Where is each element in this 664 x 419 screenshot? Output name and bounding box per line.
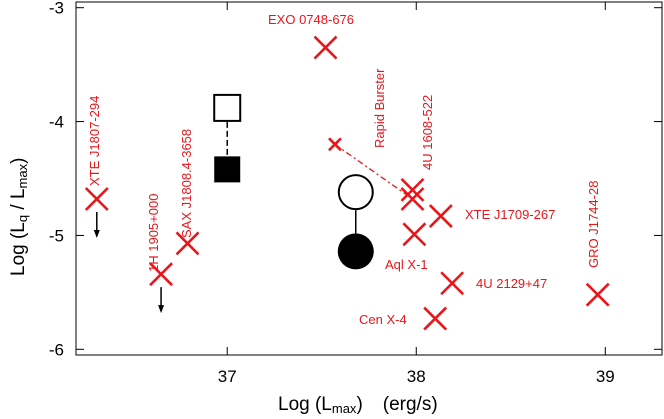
source-label: GRO J1744-28 bbox=[586, 181, 601, 268]
source-label: Rapid Burster bbox=[372, 68, 387, 148]
source-marker bbox=[402, 222, 427, 247]
source-marker bbox=[400, 187, 425, 211]
source-label: 1H 1905+000 bbox=[146, 194, 161, 272]
y-tick-label: -6 bbox=[49, 340, 64, 359]
y-tick-label: -4 bbox=[49, 113, 64, 132]
source-label: SAX J1808.4-3658 bbox=[179, 129, 194, 238]
source-marker bbox=[84, 187, 109, 211]
y-tick-label: -5 bbox=[49, 226, 64, 245]
filled-square bbox=[214, 156, 241, 183]
source-marker bbox=[400, 177, 425, 202]
open-square bbox=[213, 93, 242, 122]
source-marker bbox=[328, 137, 342, 152]
source-marker bbox=[585, 282, 610, 307]
source-label: EXO 0748-676 bbox=[268, 12, 354, 27]
upper-limit-arrow bbox=[93, 229, 100, 238]
source-marker bbox=[175, 231, 200, 256]
y-axis-title: Log (Lq / Lmax) bbox=[8, 158, 30, 276]
upper-limit-arrow bbox=[158, 305, 165, 314]
open-circle bbox=[337, 174, 374, 211]
x-tick-label: 39 bbox=[596, 367, 615, 386]
source-marker bbox=[149, 262, 173, 287]
source-label: 4U 1608-522 bbox=[420, 95, 435, 170]
source-label: 4U 2129+47 bbox=[476, 276, 547, 291]
x-tick-label: 38 bbox=[407, 367, 426, 386]
source-marker bbox=[440, 271, 465, 296]
axis-ticks: 37 38 39 -3 -4 -5 -6 bbox=[49, 0, 662, 386]
source-marker bbox=[313, 35, 338, 60]
x-tick-label: 37 bbox=[218, 367, 237, 386]
rapid-burster-track bbox=[334, 143, 413, 200]
filled-circle bbox=[337, 233, 374, 270]
plot-frame bbox=[75, 1, 663, 356]
source-label: Aql X-1 bbox=[385, 257, 428, 272]
source-label: XTE J1709-267 bbox=[465, 207, 555, 222]
source-marker bbox=[428, 204, 453, 228]
source-label: XTE J1807-294 bbox=[87, 96, 102, 186]
source-marker bbox=[423, 306, 448, 331]
y-tick-label: -3 bbox=[49, 0, 64, 18]
x-axis-title: Log (Lmax) (erg/s) bbox=[278, 394, 438, 416]
source-labels: XTE J1807-294 1H 1905+000 SAX J1808.4-3658… bbox=[87, 12, 601, 327]
source-label: Cen X-4 bbox=[359, 312, 407, 327]
plot-markers bbox=[84, 35, 610, 331]
